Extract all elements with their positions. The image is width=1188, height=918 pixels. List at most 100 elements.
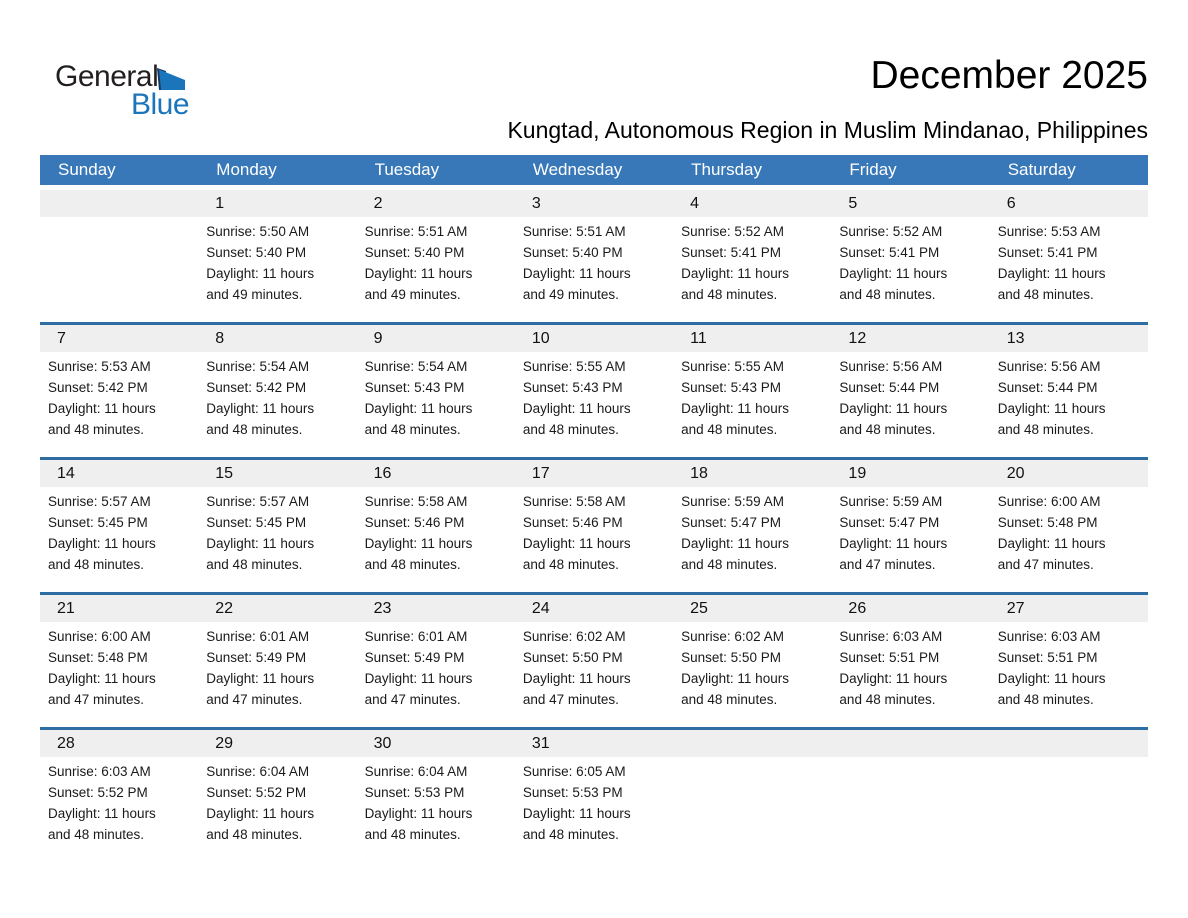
sunrise-text: Sunrise: 5:58 AM	[522, 494, 626, 509]
sunrise-text: Sunrise: 5:57 AM	[48, 494, 151, 509]
sunset-text: Sunset: 5:41 PM	[681, 245, 781, 260]
weekday-saturday: Saturday	[1007, 160, 1076, 179]
sunrise-text: Sunrise: 5:54 AM	[206, 359, 310, 374]
sunset-text: Sunset: 5:44 PM	[997, 380, 1098, 395]
day-details-cell: Sunrise: 5:55 AM Sunset: 5:43 PM Daylight:…	[515, 352, 673, 440]
sunrise-text: Sunrise: 5:57 AM	[206, 494, 310, 509]
day-number-cell: 17	[531, 465, 550, 482]
sunrise-text: Sunrise: 6:00 AM	[48, 629, 151, 644]
daylight-text-line-1: Daylight: 11 hours	[997, 266, 1106, 281]
daylight-text-line-2: and 48 minutes.	[522, 827, 619, 842]
day-number-cell	[40, 190, 198, 217]
day-details-cell: Sunrise: 5:58 AM Sunset: 5:46 PM Daylight:…	[515, 487, 673, 575]
day-number-cell	[831, 730, 989, 757]
daylight-text-line-2: and 49 minutes.	[522, 287, 619, 302]
weekday-tuesday: Tuesday	[374, 160, 440, 179]
daylight-text-line-1: Daylight: 11 hours	[839, 266, 948, 281]
day-details-cell: Sunrise: 5:54 AM Sunset: 5:43 PM Daylight:…	[357, 352, 515, 440]
sunrise-text: Sunrise: 5:53 AM	[48, 359, 151, 374]
daylight-text-line-1: Daylight: 11 hours	[206, 806, 315, 821]
sunset-text: Sunset: 5:43 PM	[364, 380, 465, 395]
sunrise-text: Sunrise: 5:52 AM	[681, 224, 784, 239]
sunset-text: Sunset: 5:44 PM	[839, 380, 940, 395]
daylight-text-line-2: and 48 minutes.	[48, 827, 145, 842]
day-details-cell	[673, 757, 831, 845]
sunrise-text: Sunrise: 5:59 AM	[839, 494, 943, 509]
day-details-cell: Sunrise: 6:04 AM Sunset: 5:52 PM Daylight:…	[198, 757, 356, 845]
day-number-cell: 16	[373, 465, 392, 482]
sunset-text: Sunset: 5:47 PM	[681, 515, 781, 530]
daylight-text-line-2: and 48 minutes.	[839, 422, 936, 437]
daylight-text-line-1: Daylight: 11 hours	[997, 401, 1106, 416]
sunrise-text: Sunrise: 5:52 AM	[839, 224, 943, 239]
weekday-thursday: Thursday	[691, 160, 763, 179]
logo-flag-triangle-icon	[157, 68, 185, 90]
sunset-text: Sunset: 5:43 PM	[681, 380, 781, 395]
day-details-cell	[831, 757, 989, 845]
daylight-text-line-2: and 47 minutes.	[364, 692, 461, 707]
daylight-text-line-1: Daylight: 11 hours	[48, 536, 156, 551]
day-number-cell: 29	[215, 735, 234, 752]
daylight-text-line-1: Daylight: 11 hours	[522, 806, 631, 821]
sunset-text: Sunset: 5:40 PM	[206, 245, 307, 260]
day-number-cell: 9	[373, 330, 383, 347]
day-number-cell: 2	[373, 195, 383, 212]
day-details-row: Sunrise: 5:50 AM Sunset: 5:40 PM Daylight:…	[40, 217, 1148, 305]
day-number-cell: 15	[215, 465, 234, 482]
daylight-text-line-2: and 48 minutes.	[681, 557, 778, 572]
sunset-text: Sunset: 5:50 PM	[681, 650, 781, 665]
day-number-cell: 19	[848, 465, 867, 482]
sunrise-text: Sunrise: 5:55 AM	[522, 359, 626, 374]
daylight-text-line-1: Daylight: 11 hours	[206, 266, 315, 281]
daylight-text-line-1: Daylight: 11 hours	[364, 266, 473, 281]
daylight-text-line-2: and 47 minutes.	[997, 557, 1094, 572]
sunrise-text: Sunrise: 6:05 AM	[522, 764, 626, 779]
sunrise-text: Sunrise: 5:54 AM	[364, 359, 468, 374]
day-number-cell: 30	[373, 735, 392, 752]
logo-blue-text: Blue	[131, 88, 190, 121]
day-number-row: 28 29 30 31	[40, 730, 1148, 757]
sunrise-text: Sunrise: 5:51 AM	[364, 224, 468, 239]
sunset-text: Sunset: 5:50 PM	[522, 650, 623, 665]
sunrise-text: Sunrise: 5:51 AM	[522, 224, 626, 239]
daylight-text-line-1: Daylight: 11 hours	[839, 536, 948, 551]
daylight-text-line-1: Daylight: 11 hours	[997, 671, 1106, 686]
day-details-cell: Sunrise: 6:03 AM Sunset: 5:52 PM Daylight:…	[40, 757, 198, 845]
calendar-weeks: 1 2 3 4 5 6 Sunrise: 5:50 AM Sunset: 5:40 PM Day…	[40, 185, 1148, 862]
day-details-cell: Sunrise: 5:51 AM Sunset: 5:40 PM Daylight:…	[357, 217, 515, 305]
daylight-text-line-2: and 48 minutes.	[997, 422, 1094, 437]
daylight-text-line-2: and 48 minutes.	[206, 422, 303, 437]
day-details-cell: Sunrise: 5:56 AM Sunset: 5:44 PM Daylight:…	[831, 352, 989, 440]
sunrise-text: Sunrise: 6:01 AM	[206, 629, 310, 644]
day-number-cell	[990, 730, 1148, 757]
sunset-text: Sunset: 5:49 PM	[364, 650, 465, 665]
day-details-cell	[40, 217, 198, 305]
sunset-text: Sunset: 5:48 PM	[997, 515, 1098, 530]
day-details-cell: Sunrise: 5:59 AM Sunset: 5:47 PM Daylight:…	[831, 487, 989, 575]
daylight-text-line-2: and 47 minutes.	[206, 692, 303, 707]
sunrise-text: Sunrise: 5:56 AM	[839, 359, 943, 374]
daylight-text-line-2: and 48 minutes.	[48, 557, 145, 572]
daylight-text-line-1: Daylight: 11 hours	[681, 536, 789, 551]
day-details-cell: Sunrise: 5:53 AM Sunset: 5:41 PM Daylight:…	[990, 217, 1148, 305]
sunset-text: Sunset: 5:51 PM	[997, 650, 1098, 665]
day-number-cell: 31	[531, 735, 550, 752]
daylight-text-line-2: and 48 minutes.	[839, 287, 936, 302]
daylight-text-line-2: and 48 minutes.	[522, 557, 619, 572]
calendar-table: Sunday Monday Tuesday Wednesday Thursday…	[40, 155, 1148, 862]
day-number-cell: 13	[1006, 330, 1025, 347]
day-details-row: Sunrise: 6:03 AM Sunset: 5:52 PM Daylight:…	[40, 757, 1148, 845]
day-details-cell: Sunrise: 5:57 AM Sunset: 5:45 PM Daylight:…	[198, 487, 356, 575]
sunrise-text: Sunrise: 6:04 AM	[364, 764, 468, 779]
day-number-cell: 8	[215, 330, 225, 347]
day-details-cell: Sunrise: 6:05 AM Sunset: 5:53 PM Daylight:…	[515, 757, 673, 845]
daylight-text-line-1: Daylight: 11 hours	[206, 671, 315, 686]
sunrise-text: Sunrise: 5:59 AM	[681, 494, 784, 509]
day-number-cell: 14	[57, 465, 75, 482]
sunset-text: Sunset: 5:48 PM	[48, 650, 148, 665]
day-number-cell: 7	[57, 330, 66, 347]
sunrise-text: Sunrise: 6:02 AM	[681, 629, 784, 644]
sunset-text: Sunset: 5:42 PM	[48, 380, 148, 395]
weekday-wednesday: Wednesday	[532, 160, 623, 179]
day-number-cell: 23	[373, 600, 392, 617]
